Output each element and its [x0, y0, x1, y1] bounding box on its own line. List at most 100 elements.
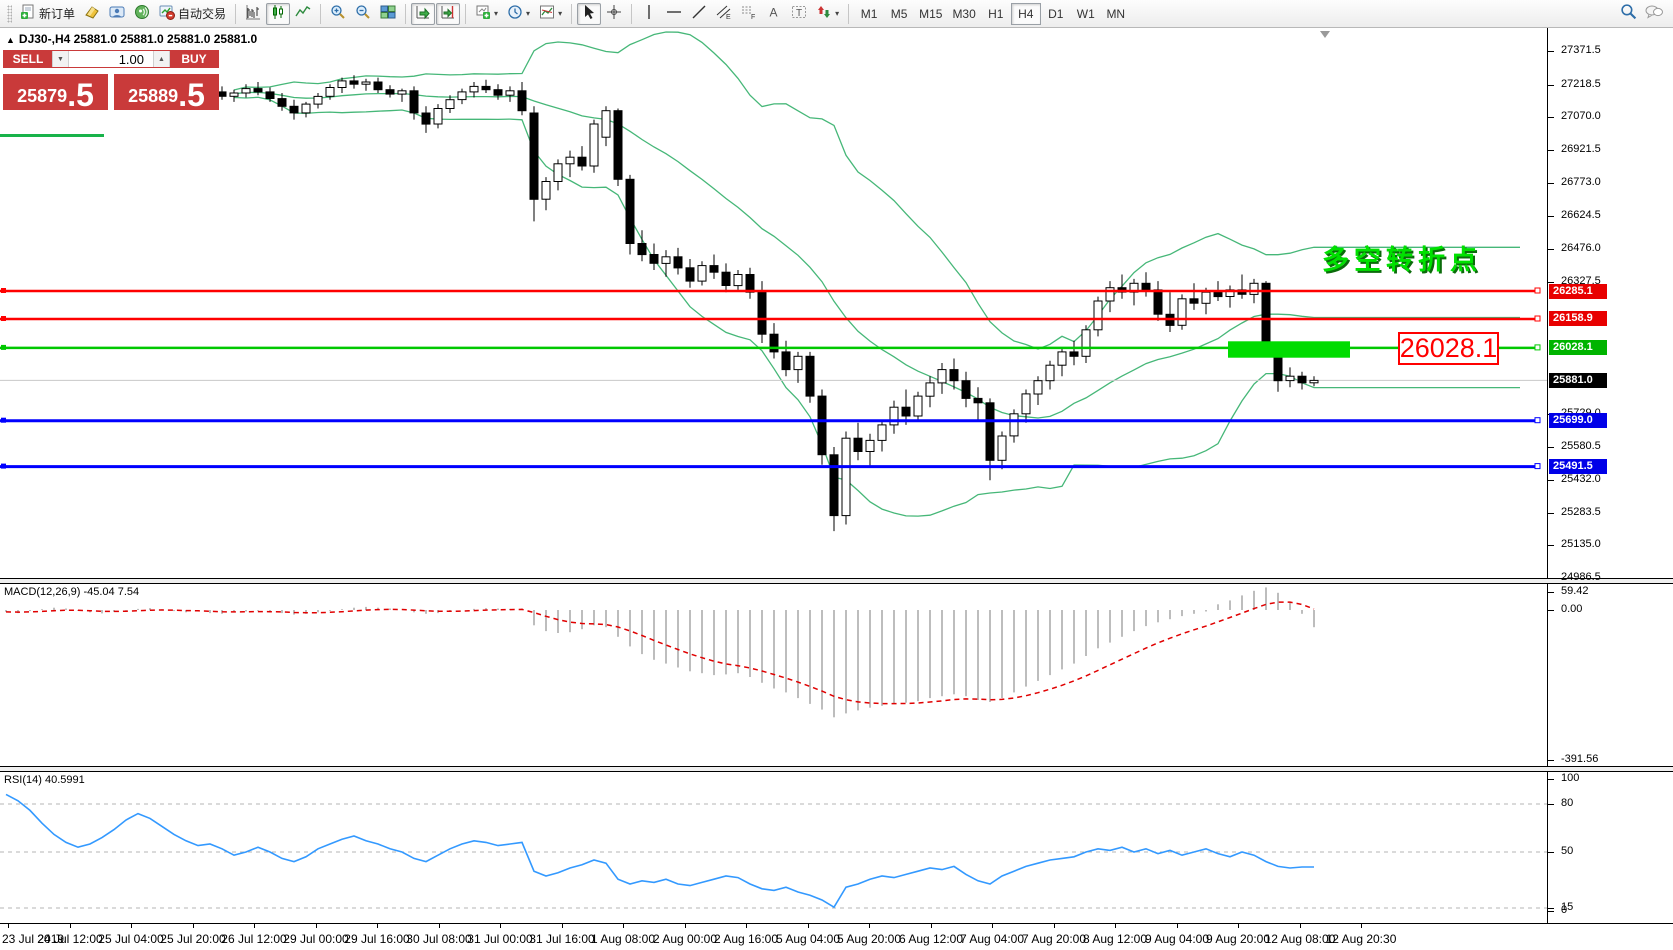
cursor-button[interactable]	[577, 2, 602, 25]
timeframe-h1[interactable]: H1	[988, 6, 1004, 21]
rsi-scale[interactable]: 100 80 50 15 0	[1547, 772, 1673, 923]
buy-button[interactable]: BUY	[170, 51, 218, 67]
time-label: 9 Aug 04:00	[1144, 932, 1210, 946]
candle-chart-icon	[270, 4, 286, 23]
template-button[interactable]: ▾	[535, 3, 566, 25]
timeframe-w1[interactable]: W1	[1076, 6, 1095, 21]
channel-icon: E	[716, 4, 732, 23]
search-icon[interactable]	[1620, 3, 1637, 25]
price-callout-box[interactable]: 26028.1	[1398, 332, 1499, 365]
sell-price-button[interactable]: 25879 .5	[3, 74, 108, 111]
volume-input[interactable]: 1.00	[69, 51, 153, 67]
channel-button[interactable]: E	[712, 3, 736, 25]
text-label-button[interactable]: T	[787, 3, 811, 25]
timeframe-m1[interactable]: M1	[860, 6, 878, 21]
cursor-icon	[581, 4, 597, 23]
time-label: 25 Jul 04:00	[98, 932, 164, 946]
time-tick	[1300, 924, 1301, 928]
toolbar-gripper[interactable]	[7, 4, 12, 23]
time-label: 7 Aug 04:00	[959, 932, 1025, 946]
price-tick	[1548, 85, 1554, 86]
crosshair-button[interactable]	[602, 3, 626, 25]
horizontal-line-icon	[666, 4, 682, 23]
timeframe-mn[interactable]: MN	[1106, 6, 1126, 21]
main-price-pane: ▲ DJ30-,H4 25881.0 25881.0 25881.0 25881.…	[0, 28, 1673, 583]
rsi-tick-label: 0	[1561, 904, 1568, 916]
signal-button[interactable]	[130, 3, 154, 25]
arrows-button[interactable]: ▾	[812, 3, 843, 25]
time-tick	[931, 924, 932, 928]
chart-shift-button[interactable]	[436, 2, 461, 25]
price-tag: 26158.9	[1549, 311, 1607, 326]
time-tick	[746, 924, 747, 928]
macd-chart-canvas[interactable]: MACD(12,26,9) -45.04 7.54	[0, 584, 1547, 766]
time-axis[interactable]: 23 Jul 2019 24 Jul 12:00 25 Jul 04:00 25 Ju…	[0, 923, 1673, 950]
time-label: 5 Aug 04:00	[775, 932, 841, 946]
zoom-out-button[interactable]	[351, 3, 375, 25]
vertical-line-button[interactable]	[637, 3, 661, 25]
timeframe-m15[interactable]: M15	[919, 6, 943, 21]
period-icon	[507, 4, 523, 23]
zoom-in-button[interactable]	[326, 3, 350, 25]
period-button[interactable]: ▾	[503, 3, 534, 25]
time-tick	[439, 924, 440, 928]
new-chart-button[interactable]: ▾	[471, 3, 502, 25]
macd-pane: MACD(12,26,9) -45.04 7.54 59.42 0.00 -391.…	[0, 584, 1673, 766]
volume-decrease-button[interactable]: ▼	[52, 51, 69, 67]
trendline-icon	[691, 4, 707, 23]
timeframe-m30[interactable]: M30	[952, 6, 976, 21]
price-tick-label: 26921.5	[1561, 143, 1601, 155]
buy-price-main: 25889	[128, 86, 179, 106]
price-chart-canvas[interactable]: ▲ DJ30-,H4 25881.0 25881.0 25881.0 25881.…	[0, 28, 1547, 578]
tile-windows-button[interactable]	[376, 3, 400, 25]
candle-chart-button[interactable]	[266, 2, 291, 25]
time-tick	[8, 924, 9, 928]
bar-chart-button[interactable]	[241, 3, 265, 25]
timeframe-h4[interactable]: H4	[1010, 2, 1041, 25]
toolbar: 新订单 自动交易	[0, 0, 1673, 28]
fibonacci-button[interactable]: F	[737, 3, 761, 25]
buy-price-button[interactable]: 25889 .5	[114, 74, 219, 111]
volume-increase-button[interactable]: ▲	[153, 51, 170, 67]
sell-button[interactable]: SELL	[4, 51, 52, 67]
svg-text:A: A	[770, 6, 778, 20]
time-label: 2 Aug 16:00	[713, 932, 779, 946]
price-tag: 25699.0	[1549, 413, 1607, 428]
time-tick	[193, 924, 194, 928]
pane-splitter[interactable]	[0, 766, 1673, 772]
crosshair-icon	[606, 4, 622, 23]
macd-scale[interactable]: 59.42 0.00 -391.56	[1547, 584, 1673, 766]
macd-label: MACD(12,26,9) -45.04 7.54	[4, 586, 140, 598]
timeframe-m5[interactable]: M5	[890, 6, 908, 21]
trendline-button[interactable]	[687, 3, 711, 25]
new-order-button[interactable]: 新订单	[16, 3, 79, 25]
text-button[interactable]: A	[762, 3, 786, 25]
auto-scroll-button[interactable]	[411, 2, 436, 25]
collapse-arrow-icon[interactable]: ▲	[6, 35, 15, 45]
time-label: 12 Aug 20:30	[1325, 932, 1397, 946]
time-tick	[1361, 924, 1362, 928]
line-chart-button[interactable]	[291, 3, 315, 25]
candlestick-chart	[0, 31, 1547, 532]
pane-splitter[interactable]	[0, 578, 1673, 584]
horizontal-line-button[interactable]	[662, 3, 686, 25]
fibonacci-icon: F	[741, 4, 757, 23]
history-button[interactable]	[80, 3, 104, 25]
timeframe-d1[interactable]: D1	[1048, 6, 1064, 21]
text-label-icon: T	[791, 4, 807, 23]
time-label: 24 Jul 12:00	[37, 932, 103, 946]
price-tick	[1548, 480, 1554, 481]
rsi-tick	[1548, 779, 1554, 780]
rsi-chart-canvas[interactable]: RSI(14) 40.5991	[0, 772, 1547, 923]
toolbar-separator	[631, 3, 633, 24]
rsi-tick	[1548, 852, 1554, 853]
macd-tick	[1548, 610, 1554, 611]
turning-point-annotation[interactable]: 多空转折点	[1322, 245, 1482, 275]
auto-trading-button[interactable]: 自动交易	[155, 3, 230, 25]
chat-icon[interactable]	[1645, 3, 1663, 25]
price-tick-label: 25135.0	[1561, 538, 1601, 550]
price-tick	[1548, 447, 1554, 448]
sell-price-main: 25879	[17, 86, 68, 106]
profile-button[interactable]	[105, 3, 129, 25]
price-scale[interactable]: 27371.5 27218.5 27070.0 26921.5 26773.0 26624…	[1547, 28, 1673, 583]
